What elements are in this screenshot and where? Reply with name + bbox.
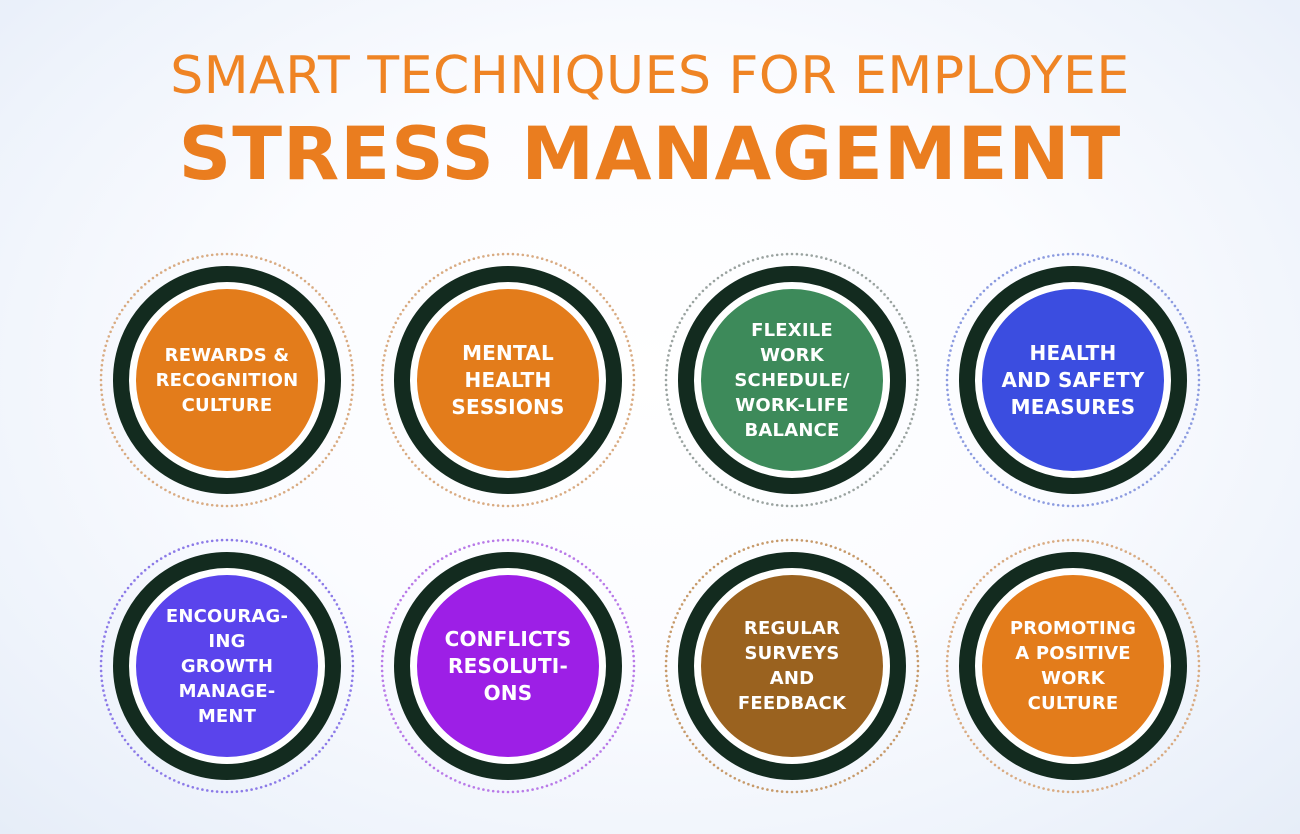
badge-flexible-work: FLEXILE WORK SCHEDULE/ WORK-LIFE BALANCE <box>662 250 922 510</box>
badge-health-safety: HEALTH AND SAFETY MEASURES <box>943 250 1203 510</box>
badge-mental-health: MENTAL HEALTH SESSIONS <box>378 250 638 510</box>
badge-fill: CONFLICTS RESOLUTI- ONS <box>417 575 599 757</box>
badge-label: PROMOTING A POSITIVE WORK CULTURE <box>1009 618 1137 714</box>
badge-label: MENTAL HEALTH SESSIONS <box>451 340 565 419</box>
dotted-ring <box>664 252 920 508</box>
badge-conflict-resolution: CONFLICTS RESOLUTI- ONS <box>378 536 638 796</box>
title-line-1: SMART TECHNIQUES FOR EMPLOYEE <box>170 46 1130 106</box>
badge-fill: REWARDS & RECOGNITION CULTURE <box>136 289 318 471</box>
badge-label: REGULAR SURVEYS AND FEEDBACK <box>737 618 847 714</box>
badge-surveys-feedback: REGULAR SURVEYS AND FEEDBACK <box>662 536 922 796</box>
badge-label: FLEXILE WORK SCHEDULE/ WORK-LIFE BALANCE <box>734 319 850 441</box>
dotted-ring <box>945 538 1201 794</box>
dotted-ring <box>380 252 636 508</box>
badge-label: HEALTH AND SAFETY MEASURES <box>1001 340 1145 419</box>
badge-fill: HEALTH AND SAFETY MEASURES <box>982 289 1164 471</box>
badge-fill: MENTAL HEALTH SESSIONS <box>417 289 599 471</box>
dotted-ring <box>99 252 355 508</box>
badge-positive-culture: PROMOTING A POSITIVE WORK CULTURE <box>943 536 1203 796</box>
title-line-2: STRESS MANAGEMENT <box>178 112 1122 197</box>
dotted-ring <box>945 252 1201 508</box>
badge-growth-management: ENCOURAG- ING GROWTH MANAGE- MENT <box>97 536 357 796</box>
dotted-ring <box>99 538 355 794</box>
badge-label: ENCOURAG- ING GROWTH MANAGE- MENT <box>165 605 289 727</box>
badge-label: REWARDS & RECOGNITION CULTURE <box>155 344 299 416</box>
badge-rewards-recognition: REWARDS & RECOGNITION CULTURE <box>97 250 357 510</box>
badge-label: CONFLICTS RESOLUTI- ONS <box>444 626 572 705</box>
badge-fill: ENCOURAG- ING GROWTH MANAGE- MENT <box>136 575 318 757</box>
badge-fill: PROMOTING A POSITIVE WORK CULTURE <box>982 575 1164 757</box>
badge-fill: FLEXILE WORK SCHEDULE/ WORK-LIFE BALANCE <box>701 289 883 471</box>
badge-fill: REGULAR SURVEYS AND FEEDBACK <box>701 575 883 757</box>
dotted-ring <box>664 538 920 794</box>
dotted-ring <box>380 538 636 794</box>
